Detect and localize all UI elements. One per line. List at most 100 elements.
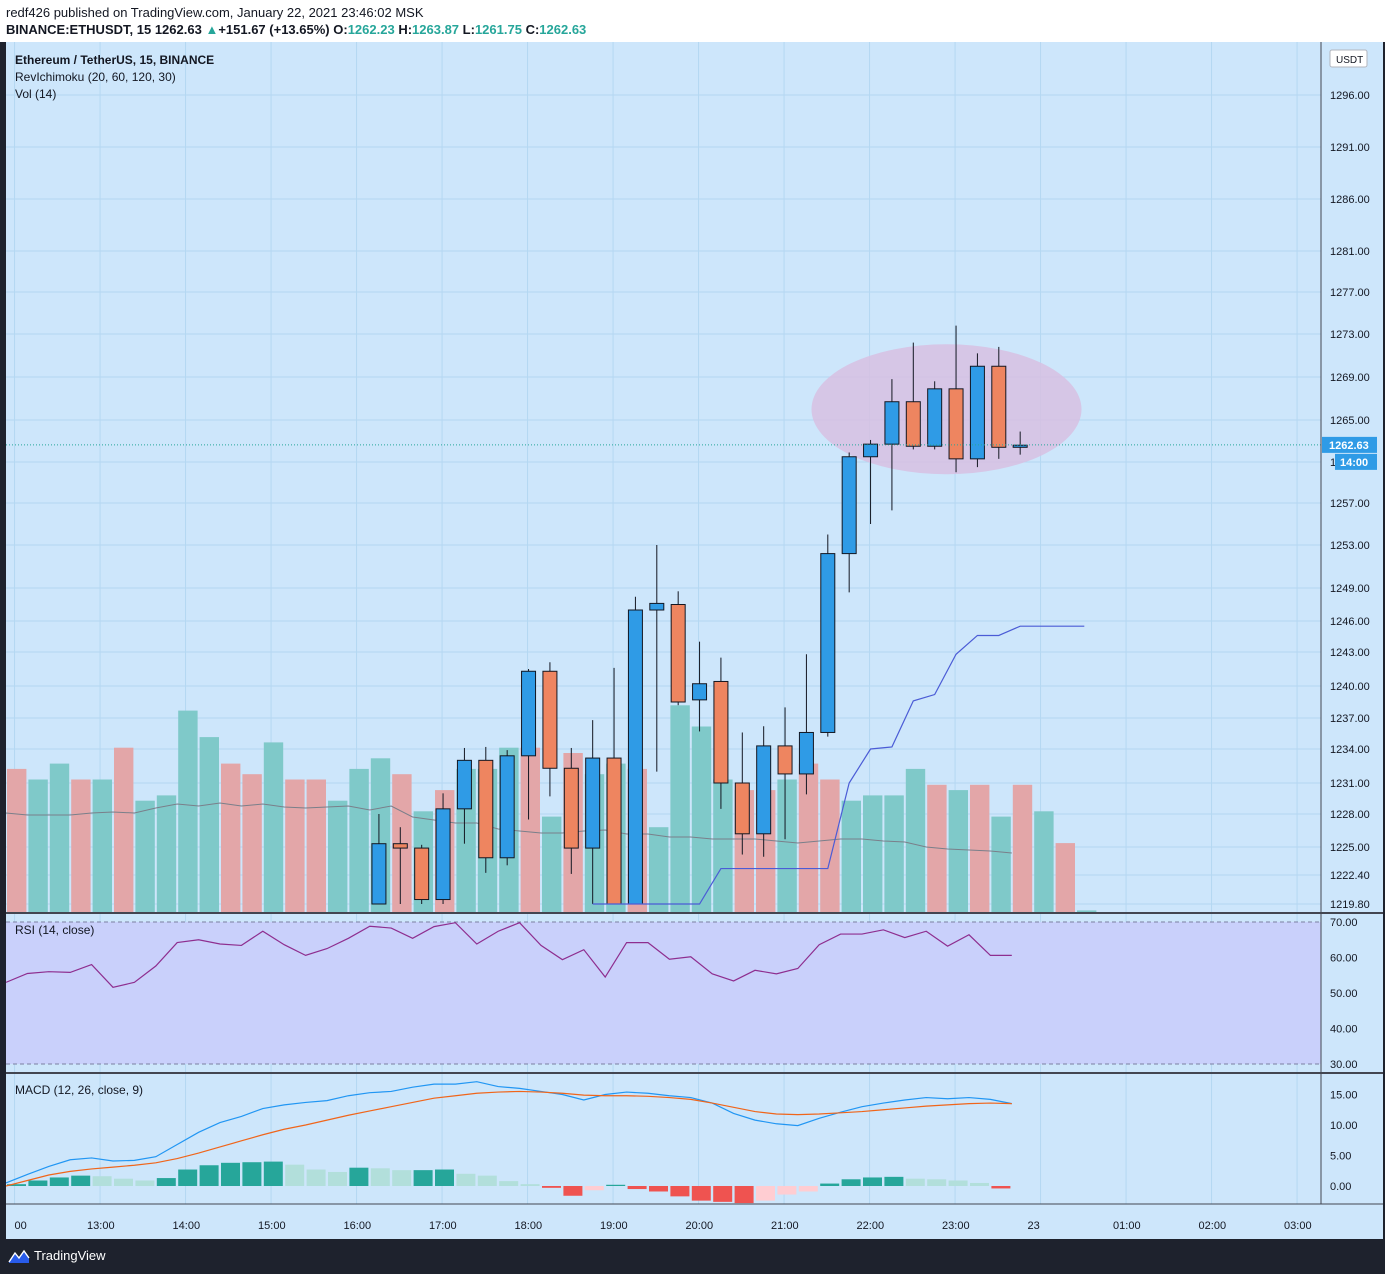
candle-body (820, 553, 836, 733)
publish-header: redf426 published on TradingView.com, Ja… (0, 0, 1385, 42)
open-label: O: (333, 22, 348, 37)
price-tick-label: 1296.00 (1330, 90, 1370, 102)
volume-bar (649, 827, 669, 912)
volume-bar (242, 774, 262, 912)
open-value: 1262.23 (347, 22, 395, 37)
candle-body (649, 602, 665, 611)
candle-body (884, 401, 900, 445)
macd-histogram-bar (756, 1186, 775, 1201)
macd-histogram-bar (499, 1181, 519, 1186)
macd-histogram-bar (435, 1169, 454, 1186)
candle-body (606, 757, 622, 905)
change-value: +151.67 (+13.65%) (218, 22, 330, 37)
macd-histogram-bar (649, 1186, 668, 1192)
volume-bar (114, 747, 134, 912)
time-tick-label: 16:00 (344, 1220, 372, 1232)
low-value: 1261.75 (474, 22, 522, 37)
highlight-ellipse (811, 344, 1082, 475)
macd-histogram-bar (884, 1176, 904, 1186)
price-tick-label: 1237.00 (1330, 713, 1370, 725)
close-label: C: (525, 22, 540, 37)
time-tick-label: 02:00 (1199, 1220, 1227, 1232)
time-tick-label: 20:00 (686, 1220, 714, 1232)
volume-bar (670, 705, 690, 912)
time-tick-label: 21:00 (771, 1220, 799, 1232)
candle-body (969, 365, 985, 460)
time-tick-label: 19:00 (600, 1220, 628, 1232)
rsi-tick-label: 50.00 (1330, 988, 1358, 1000)
change-arrow: ▲ (205, 22, 219, 37)
volume-bar (392, 774, 412, 912)
volume-bar (884, 795, 904, 912)
macd-histogram-bar (691, 1186, 711, 1201)
price-axis-bg (1321, 42, 1383, 1204)
candle-body (798, 731, 814, 775)
macd-histogram-bar (370, 1168, 390, 1186)
macd-histogram-bar (820, 1183, 840, 1186)
candle-body (414, 847, 430, 901)
symbol-label: BINANCE:ETHUSDT, 15 (6, 22, 152, 37)
time-tick-label: 03:00 (1284, 1220, 1312, 1232)
time-tick-label: 23:00 (942, 1220, 970, 1232)
macd-histogram-bar (477, 1175, 497, 1186)
high-value: 1263.87 (412, 22, 460, 37)
tradingview-logo-icon[interactable] (8, 1248, 30, 1264)
candle-body (478, 759, 494, 859)
volume-bar (841, 800, 861, 912)
candle-body (927, 388, 943, 447)
macd-histogram-bar (927, 1179, 947, 1186)
volume-bar (285, 779, 305, 912)
volume-bar (1012, 784, 1033, 912)
macd-tick-label: 0.00 (1330, 1181, 1351, 1193)
candle-body (563, 767, 579, 849)
volume-bar (7, 768, 27, 912)
candle-body (756, 745, 772, 835)
macd-histogram-bar (114, 1178, 133, 1186)
candle-body (1012, 444, 1028, 448)
macd-histogram-bar (49, 1177, 69, 1186)
macd-histogram-bar (991, 1186, 1011, 1189)
candle-body (542, 670, 558, 769)
volume-bar (199, 737, 219, 912)
macd-histogram-bar (970, 1182, 989, 1186)
macd-histogram-bar (798, 1186, 818, 1192)
candle-body (841, 456, 857, 555)
rsi-band (6, 922, 1321, 1064)
macd-histogram-bar (306, 1169, 326, 1186)
macd-histogram-bar (734, 1186, 754, 1204)
currency-badge: USDT (1336, 55, 1363, 66)
macd-histogram-bar (263, 1161, 283, 1186)
symbol-quote-line: BINANCE:ETHUSDT, 15 1262.63 ▲+151.67 (+1… (6, 22, 586, 37)
price-tick-label: 1286.00 (1330, 194, 1370, 206)
price-tick-label: 1246.00 (1330, 616, 1370, 628)
rsi-tick-label: 40.00 (1330, 1024, 1358, 1036)
candle-body (713, 680, 729, 784)
volume-bar (863, 795, 883, 912)
volume-bar (135, 800, 155, 912)
time-tick-label: 00 (15, 1220, 27, 1232)
candle-body (435, 808, 451, 901)
volume-bar (221, 763, 241, 912)
price-tick-label: 1253.00 (1330, 540, 1370, 552)
macd-tick-label: 5.00 (1330, 1151, 1351, 1163)
rsi-tick-label: 30.00 (1330, 1059, 1358, 1071)
volume-bar (1077, 910, 1097, 912)
vol-legend: Vol (14) (15, 87, 57, 101)
rsi-line (6, 922, 1012, 988)
price-tick-label: 1231.00 (1330, 778, 1370, 790)
macd-tick-label: 15.00 (1330, 1090, 1358, 1102)
volume-bar (178, 710, 198, 912)
chart-area[interactable]: 1219.80 1222.40 1225.00 1228.00 1231.00 1234.… (6, 42, 1383, 1239)
macd-histogram-bar (328, 1171, 347, 1186)
price-tick-label: 1281.00 (1330, 246, 1370, 258)
candle-body (627, 609, 643, 905)
price-tick-label: 1219.80 (1330, 899, 1370, 911)
candle-body (392, 843, 408, 849)
macd-histogram-bar (156, 1178, 176, 1186)
candle-body (905, 401, 921, 447)
volume-bar (328, 800, 348, 912)
macd-histogram-bar (542, 1186, 561, 1188)
price-tick-label: 1243.00 (1330, 647, 1370, 659)
chart-canvas[interactable]: 1219.80 1222.40 1225.00 1228.00 1231.00 1234.… (6, 42, 1383, 1239)
candle-body (734, 782, 750, 835)
